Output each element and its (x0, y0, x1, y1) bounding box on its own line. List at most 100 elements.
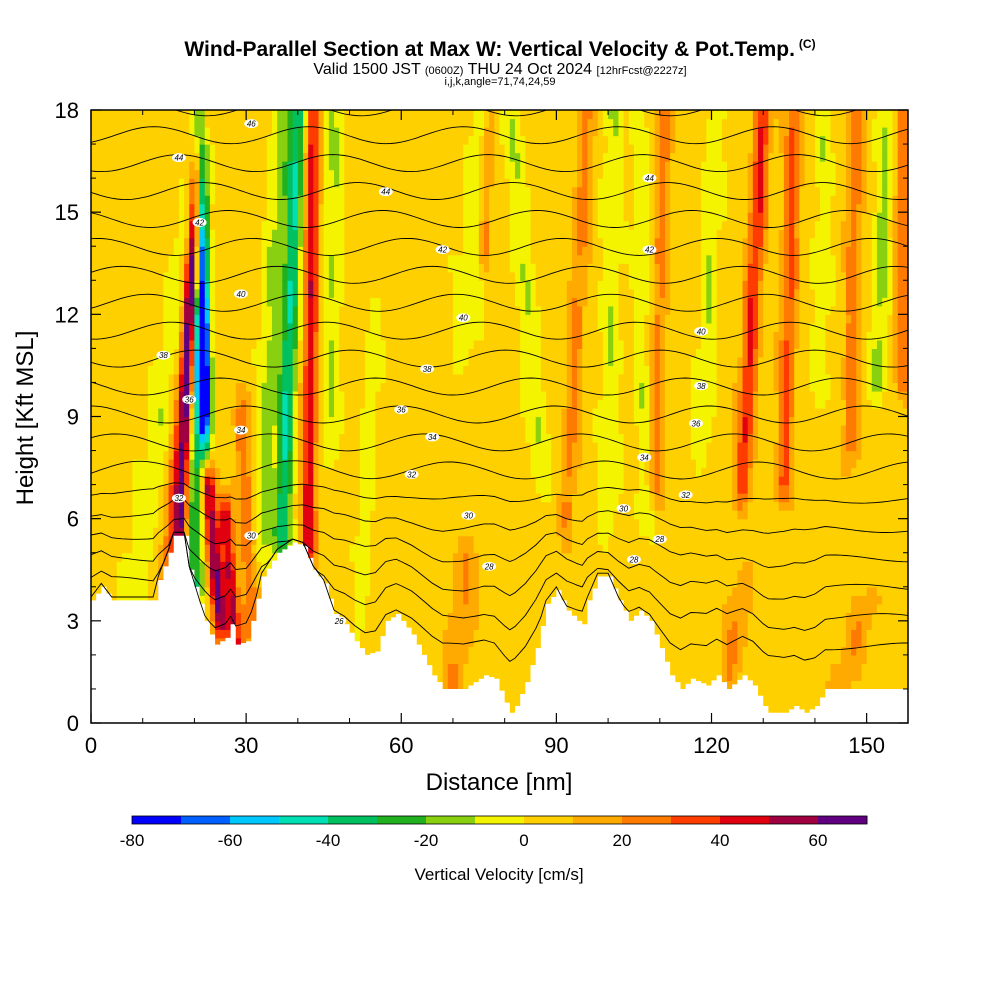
field-cell (111, 467, 118, 477)
field-cell (370, 518, 376, 528)
field-cell (287, 186, 294, 196)
field-cell (153, 127, 159, 137)
field-cell (137, 237, 144, 247)
field-cell (266, 527, 273, 537)
field-cell (127, 544, 133, 554)
field-cell (225, 297, 232, 307)
field-cell (127, 212, 133, 222)
field-cell (359, 578, 366, 588)
field-cell (142, 169, 149, 179)
field-cell (235, 476, 242, 486)
field-cell (411, 552, 418, 562)
field-cell (432, 476, 439, 486)
field-cell (323, 459, 330, 469)
field-cell (411, 612, 418, 622)
field-cell (396, 152, 402, 162)
field-cell (416, 246, 423, 256)
field-cell (390, 297, 397, 307)
field-cell (225, 382, 232, 392)
field-cell (132, 552, 139, 562)
field-cell (396, 416, 402, 426)
field-cell (209, 229, 216, 239)
field-cell (313, 297, 320, 307)
field-cell (339, 297, 345, 307)
field-cell (277, 476, 283, 486)
field-cell (132, 356, 139, 367)
field-cell (344, 603, 351, 613)
field-cell (147, 407, 154, 418)
field-cell (282, 186, 289, 196)
field-cell (297, 297, 304, 307)
field-cell (106, 305, 113, 315)
field-cell (261, 527, 268, 537)
field-cell (334, 246, 340, 256)
field-cell (230, 510, 237, 520)
field-cell (230, 407, 237, 418)
field-cell (370, 595, 376, 605)
field-cell (204, 484, 211, 494)
field-cell (251, 390, 258, 401)
field-cell (106, 425, 113, 435)
field-cell (168, 152, 175, 162)
field-cell (96, 220, 102, 230)
field-cell (116, 186, 123, 196)
field-cell (204, 356, 211, 367)
field-cell (251, 297, 258, 307)
field-cell (354, 356, 361, 367)
field-cell (168, 399, 175, 409)
field-cell (240, 603, 247, 613)
field-cell (437, 612, 444, 622)
field-cell (349, 561, 356, 571)
field-cell (251, 476, 258, 486)
field-cell (334, 365, 340, 375)
field-cell (184, 493, 190, 503)
field-cell (96, 118, 102, 128)
field-cell (168, 518, 175, 528)
field-cell (277, 356, 283, 367)
field-cell (111, 305, 118, 315)
field-cell (96, 493, 102, 503)
field-cell (339, 552, 345, 562)
field-cell (147, 518, 154, 528)
field-cell (240, 110, 247, 120)
field-cell (323, 535, 330, 545)
field-cell (282, 314, 289, 324)
field-cell (142, 518, 149, 528)
field-cell (147, 152, 154, 162)
field-cell (427, 518, 433, 528)
field-cell (401, 510, 408, 520)
field-cell (184, 433, 190, 443)
field-cell (308, 399, 314, 409)
field-cell (323, 476, 330, 486)
field-cell (437, 203, 444, 213)
field-cell (334, 118, 340, 128)
field-cell (230, 322, 237, 332)
field-cell (178, 314, 185, 324)
field-cell (271, 118, 278, 128)
field-cell (194, 442, 201, 452)
field-cell (147, 135, 154, 145)
field-cell (375, 186, 382, 196)
field-cell (375, 135, 382, 145)
field-cell (401, 501, 408, 511)
field-cell (375, 569, 382, 579)
field-cell (365, 535, 371, 545)
field-cell (91, 425, 97, 435)
field-cell (127, 135, 133, 145)
field-cell (318, 484, 325, 494)
field-cell (380, 620, 387, 630)
field-cell (168, 178, 175, 188)
field-cell (396, 212, 402, 222)
field-cell (354, 552, 361, 562)
field-cell (168, 212, 175, 222)
field-cell (106, 288, 113, 298)
field-cell (189, 144, 196, 154)
field-cell (390, 127, 397, 137)
field-cell (147, 544, 154, 554)
field-cell (204, 450, 211, 460)
field-cell (266, 450, 273, 460)
field-cell (266, 110, 273, 120)
field-cell (287, 288, 294, 298)
field-cell (153, 212, 159, 222)
field-cell (437, 467, 444, 477)
